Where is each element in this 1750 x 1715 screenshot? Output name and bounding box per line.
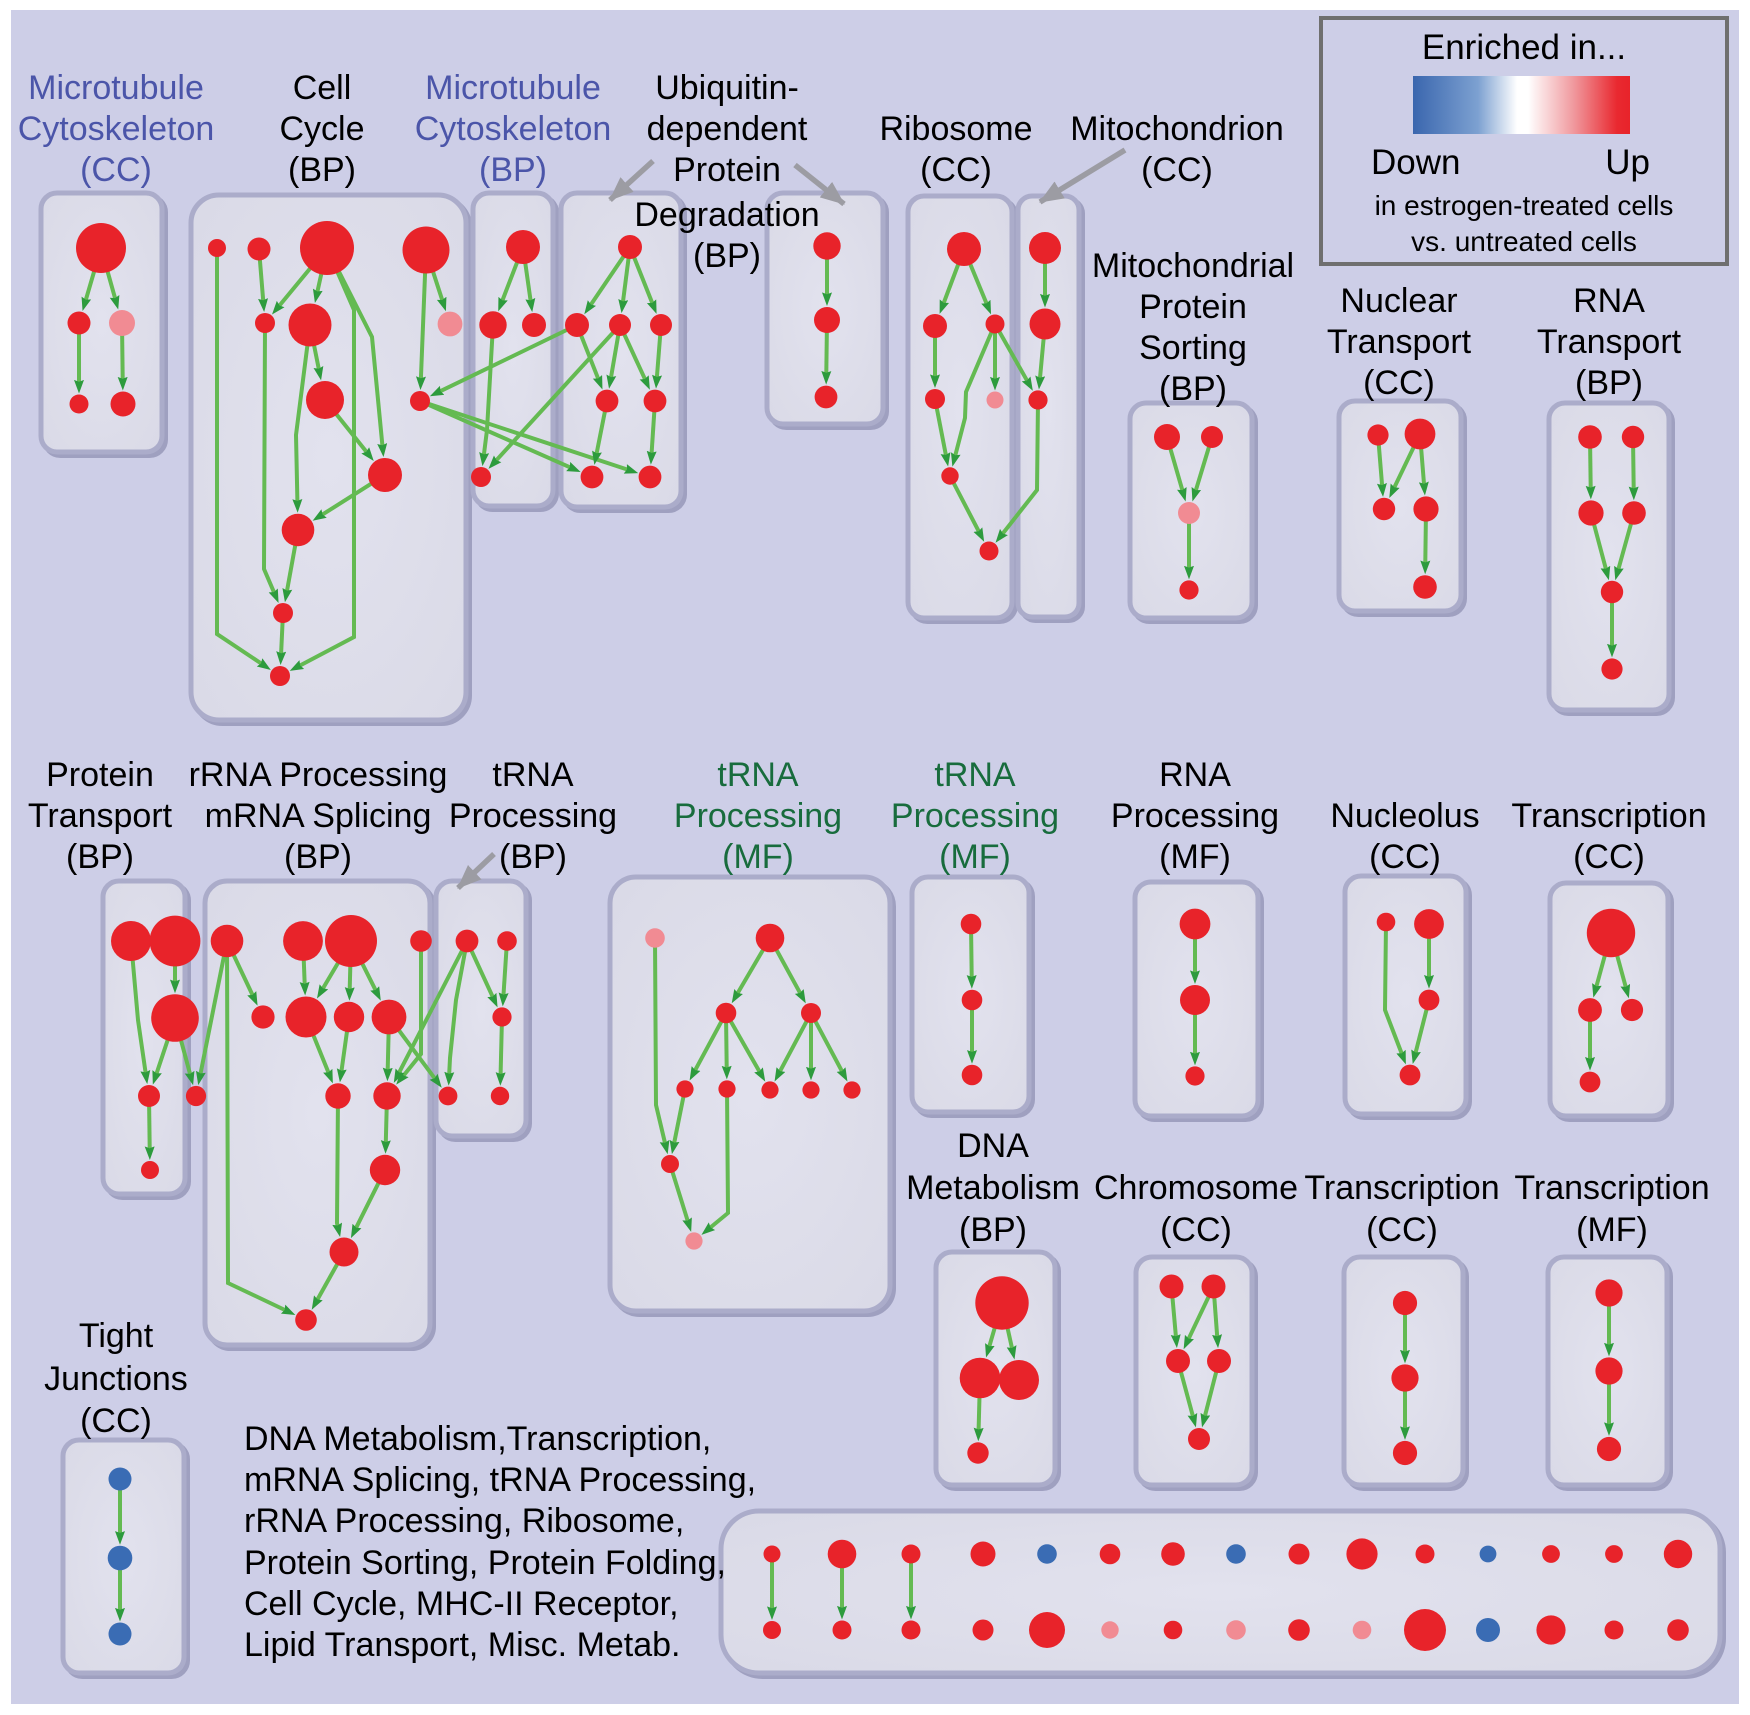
svg-text:Nucleolus(CC): Nucleolus (CC) <box>1330 797 1479 876</box>
svg-text:in estrogen-treated cells: in estrogen-treated cells <box>1375 190 1674 221</box>
svg-text:Down: Down <box>1371 143 1460 182</box>
svg-text:vs. untreated cells: vs. untreated cells <box>1411 226 1637 257</box>
svg-text:Transcription(MF): Transcription (MF) <box>1514 1169 1709 1249</box>
svg-text:Enriched in...: Enriched in... <box>1422 28 1626 67</box>
svg-text:Up: Up <box>1605 143 1650 182</box>
svg-text:Chromosome(CC): Chromosome (CC) <box>1094 1169 1298 1249</box>
svg-text:Transcription(CC): Transcription (CC) <box>1511 797 1706 876</box>
svg-text:Ribosome(CC): Ribosome (CC) <box>879 110 1032 189</box>
svg-text:Transcription(CC): Transcription (CC) <box>1304 1169 1499 1249</box>
svg-text:Mitochondrion(CC): Mitochondrion (CC) <box>1070 110 1284 189</box>
svg-text:DNA Metabolism,Transcription,m: DNA Metabolism,Transcription, mRNA Splici… <box>244 1420 756 1664</box>
